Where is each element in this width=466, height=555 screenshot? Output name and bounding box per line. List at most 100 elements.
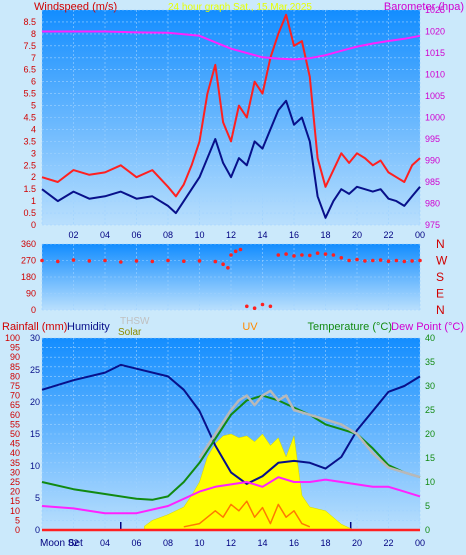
direction-point xyxy=(87,259,92,263)
direction-point xyxy=(226,266,230,270)
direction-tick-label: 270 xyxy=(21,256,36,266)
direction-tick-label: 180 xyxy=(21,272,36,282)
direction-point xyxy=(119,260,123,264)
wind-series-line xyxy=(41,99,421,219)
direction-point xyxy=(292,254,296,258)
direction-point xyxy=(276,253,281,257)
direction-letter-label: N xyxy=(436,237,445,251)
direction-point xyxy=(229,253,233,257)
rainfall-tick-label: 0 xyxy=(15,525,20,535)
direction-point xyxy=(284,252,288,256)
humidity-tick-label: 20 xyxy=(30,397,40,407)
humidity-tick-label: 15 xyxy=(30,429,40,439)
barometer-tick-label: 1020 xyxy=(425,27,445,37)
solar-label: Solar xyxy=(118,327,142,338)
direction-point xyxy=(355,257,359,262)
temperature-tick-label: 20 xyxy=(425,429,435,439)
dewpoint-axis-title: Dew Point (°C) xyxy=(391,321,464,333)
temperature-tick-label: 30 xyxy=(425,381,435,391)
rainfall-tick-label: 60 xyxy=(10,410,20,420)
direction-point xyxy=(347,258,351,263)
wind-x-tick-label: 10 xyxy=(194,230,204,240)
tick-layer: 0 0.5 1 1.5 2 2.5 3 3.5 44.5 5 5.5 6 6.5 7 7.5 8 8.5 975 9… xyxy=(5,5,448,548)
direction-point xyxy=(308,253,312,258)
humidity-tick-label: 5 xyxy=(35,493,40,503)
rainfall-tick-label: 15 xyxy=(10,496,20,506)
thsw-series-line xyxy=(198,389,421,479)
barometer-tick-label: 1015 xyxy=(425,48,445,58)
barometer-tick-label: 980 xyxy=(425,199,440,209)
wind-x-tick-label: 02 xyxy=(68,230,78,240)
humidity-series-line xyxy=(41,363,421,485)
direction-point xyxy=(339,255,344,260)
rainfall-tick-label: 95 xyxy=(10,343,20,353)
wind-tick-label: 7 xyxy=(31,53,36,63)
direction-point xyxy=(71,258,76,262)
temperature-tick-label: 25 xyxy=(425,405,435,415)
direction-point xyxy=(197,259,202,263)
direction-letter-label: N xyxy=(436,303,445,317)
wind-x-tick-label: 08 xyxy=(163,230,173,240)
thsw-label: THSW xyxy=(120,316,150,327)
direction-point xyxy=(182,259,186,264)
rainfall-axis-title: Rainfall (mm) xyxy=(2,321,67,333)
wind-x-tick-label: 06 xyxy=(131,230,141,240)
direction-point xyxy=(331,253,336,257)
rainfall-tick-label: 65 xyxy=(10,400,20,410)
rainfall-tick-label: 30 xyxy=(10,467,20,477)
wind-x-tick-label: 12 xyxy=(226,230,236,240)
weather-x-tick-label: 10 xyxy=(194,538,204,548)
direction-letter-label: E xyxy=(436,287,444,301)
direction-point xyxy=(260,302,265,307)
wind-tick-label: 8 xyxy=(31,29,36,39)
wind-tick-label: 8.5 xyxy=(23,17,36,27)
wind-tick-label: 7.5 xyxy=(23,41,36,51)
rainfall-tick-label: 70 xyxy=(10,391,20,401)
rainfall-tick-label: 80 xyxy=(10,371,20,381)
temperature-tick-label: 35 xyxy=(425,357,435,367)
direction-letter-label: W xyxy=(436,254,448,268)
wind-x-tick-label: 00 xyxy=(415,230,425,240)
temperature-series-line xyxy=(41,394,421,501)
wind-tick-label: 1 xyxy=(31,196,36,206)
wind-tick-label: 4 xyxy=(31,124,36,134)
rainfall-tick-label: 55 xyxy=(10,419,20,429)
direction-point xyxy=(252,306,257,311)
wind-tick-label: 0 xyxy=(31,220,36,230)
barometer-tick-label: 975 xyxy=(425,220,440,230)
direction-point xyxy=(394,258,399,263)
weather-x-tick-label: 02 xyxy=(68,538,78,548)
weather-x-tick-label: 22 xyxy=(383,538,393,548)
rainfall-tick-label: 40 xyxy=(10,448,20,458)
direction-point xyxy=(363,259,367,263)
barometer-tick-label: 1005 xyxy=(425,91,445,101)
wind-x-tick-label: 22 xyxy=(383,230,393,240)
temperature-tick-label: 10 xyxy=(425,477,435,487)
uv-series-line xyxy=(183,500,311,528)
direction-letter-label: S xyxy=(436,270,444,284)
temperature-tick-label: 0 xyxy=(425,525,430,535)
direction-point xyxy=(323,252,328,256)
barometer-tick-label: 990 xyxy=(425,156,440,166)
barometer-tick-label: 995 xyxy=(425,134,440,144)
uv-label: UV xyxy=(242,321,258,333)
graph-title: 24 hour graph Sat., 15.Mar.2025 xyxy=(168,2,312,13)
rainfall-tick-label: 45 xyxy=(10,439,20,449)
wind-axis-title: Windspeed (m/s) xyxy=(34,1,117,13)
wind-tick-label: 5.5 xyxy=(23,89,36,99)
rainfall-tick-label: 85 xyxy=(10,362,20,372)
temperature-axis-title: Temperature (°C) xyxy=(308,321,392,333)
rainfall-tick-label: 100 xyxy=(5,333,20,343)
direction-point xyxy=(150,259,155,264)
wind-tick-label: 2.5 xyxy=(23,160,36,170)
wind-tick-label: 2 xyxy=(31,172,36,182)
gust-series-line xyxy=(41,13,421,198)
wind-tick-label: 1.5 xyxy=(23,184,36,194)
direction-point xyxy=(410,259,414,263)
direction-point xyxy=(378,258,383,262)
direction-point xyxy=(166,258,170,263)
temperature-tick-label: 40 xyxy=(425,333,435,343)
weather-x-tick-label: 20 xyxy=(352,538,362,548)
wind-tick-label: 6 xyxy=(31,77,36,87)
